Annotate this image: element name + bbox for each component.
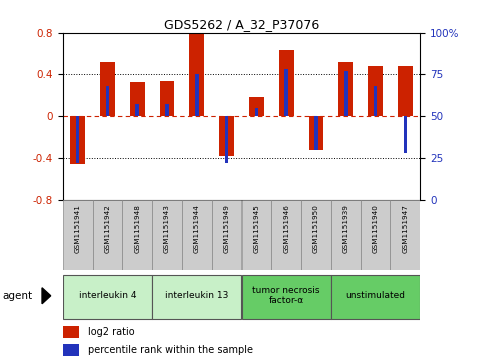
Bar <box>189 33 204 116</box>
Bar <box>403 116 407 153</box>
Bar <box>284 69 288 116</box>
Text: GSM1151950: GSM1151950 <box>313 205 319 253</box>
Text: GSM1151946: GSM1151946 <box>283 205 289 253</box>
Bar <box>63 344 79 356</box>
Bar <box>100 62 115 116</box>
Bar <box>152 275 242 319</box>
Text: unstimulated: unstimulated <box>345 291 406 300</box>
Bar <box>242 200 271 270</box>
Bar <box>130 82 145 116</box>
Bar <box>361 200 390 270</box>
Bar <box>309 116 324 150</box>
Text: GSM1151941: GSM1151941 <box>75 205 81 253</box>
Bar <box>301 200 331 270</box>
Bar <box>398 66 413 116</box>
Bar <box>106 86 109 116</box>
Text: tumor necrosis
factor-α: tumor necrosis factor-α <box>253 286 320 306</box>
Bar <box>165 105 169 116</box>
Bar <box>279 50 294 116</box>
Text: GSM1151945: GSM1151945 <box>254 205 259 253</box>
Bar <box>182 200 212 270</box>
Bar <box>331 275 420 319</box>
Text: log2 ratio: log2 ratio <box>88 327 134 337</box>
Text: percentile rank within the sample: percentile rank within the sample <box>88 345 253 355</box>
Bar <box>135 105 139 116</box>
Bar <box>93 200 122 270</box>
Bar <box>368 66 383 116</box>
Text: GSM1151947: GSM1151947 <box>402 205 408 253</box>
Text: GSM1151942: GSM1151942 <box>104 205 111 253</box>
Bar <box>331 200 361 270</box>
Bar <box>255 108 258 116</box>
Bar <box>152 200 182 270</box>
Bar <box>122 200 152 270</box>
Text: GSM1151948: GSM1151948 <box>134 205 140 253</box>
Bar <box>63 326 79 338</box>
Bar <box>344 71 348 116</box>
Bar <box>390 200 420 270</box>
Text: interleukin 4: interleukin 4 <box>79 291 136 300</box>
Text: GSM1151940: GSM1151940 <box>372 205 379 253</box>
Bar <box>242 275 331 319</box>
Bar <box>249 97 264 116</box>
Title: GDS5262 / A_32_P37076: GDS5262 / A_32_P37076 <box>164 19 319 32</box>
Text: interleukin 13: interleukin 13 <box>165 291 228 300</box>
Bar <box>225 116 228 163</box>
Bar <box>212 200 242 270</box>
Bar <box>338 62 353 116</box>
Text: GSM1151939: GSM1151939 <box>343 205 349 253</box>
Bar <box>374 86 377 116</box>
Bar <box>76 116 80 163</box>
Text: GSM1151949: GSM1151949 <box>224 205 229 253</box>
Text: GSM1151944: GSM1151944 <box>194 205 200 253</box>
Bar <box>314 116 318 150</box>
Bar <box>195 74 199 116</box>
Bar <box>219 116 234 156</box>
Text: GSM1151943: GSM1151943 <box>164 205 170 253</box>
Text: agent: agent <box>2 291 32 301</box>
Bar <box>63 275 152 319</box>
Bar <box>159 81 174 116</box>
Bar <box>70 116 85 164</box>
Bar <box>63 200 93 270</box>
Bar <box>271 200 301 270</box>
